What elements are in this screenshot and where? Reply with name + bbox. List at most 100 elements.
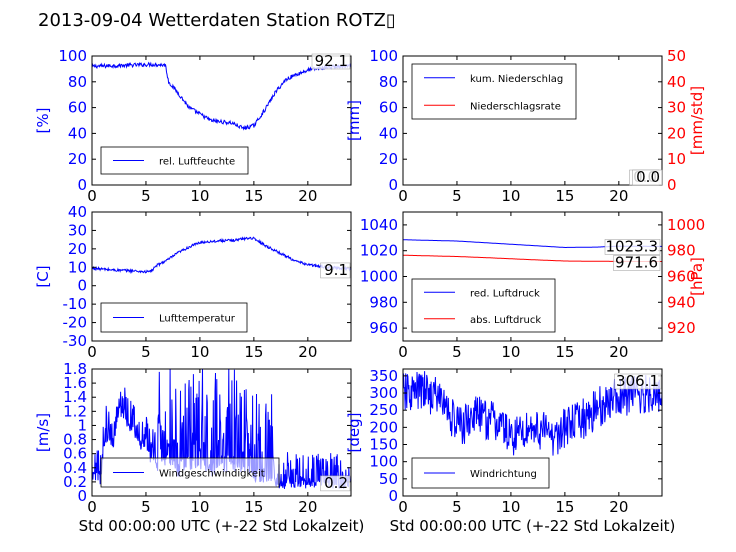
y-tick-label: 0 bbox=[77, 487, 87, 505]
y-tick-label: 0.4 bbox=[63, 459, 87, 477]
x-tick-label: 0 bbox=[398, 187, 408, 205]
plot-frame bbox=[91, 55, 352, 186]
y-tick-label: 1.2 bbox=[63, 402, 87, 420]
last-value-label-1: 1023.3 bbox=[606, 237, 659, 255]
last-value-label-1-box bbox=[604, 239, 661, 255]
y-axis-label: [m/s] bbox=[34, 413, 52, 452]
panel-top-left: 0 5 10 15 20 0 20 40 60 80 100 [%] 92.1 rel. Luftfeuc… bbox=[34, 47, 352, 205]
x-tick-label: 15 bbox=[244, 498, 263, 516]
y-tick-label: 20 bbox=[379, 150, 398, 168]
y-tick-label: 20 bbox=[68, 240, 87, 258]
x-tick-label: 20 bbox=[609, 498, 628, 516]
x-tick-label: 5 bbox=[141, 343, 151, 361]
y-tick-label: 1 bbox=[77, 416, 87, 434]
x-tick-label: 10 bbox=[190, 187, 209, 205]
y-tick-label: 0.2 bbox=[63, 473, 87, 491]
legend: kum. Niederschlag Niederschlagsrate bbox=[411, 63, 577, 120]
legend-label: Lufttemperatur bbox=[159, 314, 236, 325]
x-tick-label: 20 bbox=[609, 343, 628, 361]
y-right-tick-label: 920 bbox=[667, 319, 696, 337]
x-tick-label: 0 bbox=[87, 498, 97, 516]
y-tick-label: 100 bbox=[369, 47, 398, 65]
x-tick-label: 15 bbox=[555, 343, 574, 361]
y-right-tick-label: 20 bbox=[667, 124, 686, 142]
x-tick-label: 0 bbox=[398, 498, 408, 516]
y-right-tick-label: 30 bbox=[667, 99, 686, 117]
legend-label: Niederschlagsrate bbox=[470, 101, 561, 112]
y-tick-label: 40 bbox=[68, 203, 87, 221]
x-tick-label: 0 bbox=[87, 343, 97, 361]
x-tick-label: 5 bbox=[141, 187, 151, 205]
panel-top-right: 0 5 10 15 20 0 20 40 60 80 100 0 10 20 30 40 50 [mm] [mm/s… bbox=[345, 47, 706, 205]
y-tick-label: 10 bbox=[68, 258, 87, 276]
y-right-tick-label: 0 bbox=[667, 176, 677, 194]
y-tick-label: 200 bbox=[369, 418, 398, 436]
y-tick-label: 1.8 bbox=[63, 360, 87, 378]
y-tick-label: 40 bbox=[379, 124, 398, 142]
plot-frame bbox=[402, 368, 663, 497]
plot-frame bbox=[91, 211, 352, 342]
y-tick-label: -20 bbox=[63, 314, 88, 332]
last-value-label-2-box bbox=[632, 169, 663, 186]
last-value-label-2-box bbox=[613, 255, 661, 271]
y-tick-label: 30 bbox=[68, 221, 87, 239]
y-tick-label: 980 bbox=[369, 293, 398, 311]
legend-label: rel. Luftfeuchte bbox=[159, 157, 235, 168]
figure-title: 2013-09-04 Wetterdaten Station ROTZ▯ bbox=[38, 10, 396, 31]
y-tick-label: 1000 bbox=[360, 268, 398, 286]
x-tick-label: 15 bbox=[244, 187, 263, 205]
y-tick-label: 80 bbox=[68, 73, 87, 91]
legend-label: Windgeschwindigkeit bbox=[159, 469, 265, 480]
series-line-1 bbox=[92, 61, 351, 131]
series-line-1 bbox=[92, 236, 351, 274]
y-tick-label: 150 bbox=[369, 436, 398, 454]
last-value-label: 306.1 bbox=[616, 372, 659, 390]
y-axis-label-right: [hPa] bbox=[688, 257, 706, 296]
x-tick-label: 20 bbox=[609, 187, 628, 205]
y-tick-label: 250 bbox=[369, 401, 398, 419]
plot-frame bbox=[91, 368, 352, 497]
x-tick-label: 0 bbox=[87, 187, 97, 205]
legend-box bbox=[411, 63, 577, 120]
legend-label: red. Luftdruck bbox=[470, 288, 540, 299]
y-tick-label: 300 bbox=[369, 384, 398, 402]
legend: red. Luftdruck abs. Luftdruck bbox=[411, 278, 556, 333]
y-right-tick-label: 940 bbox=[667, 293, 696, 311]
y-tick-label: 60 bbox=[68, 99, 87, 117]
last-value-label-box bbox=[614, 373, 662, 390]
y-tick-label: 100 bbox=[58, 47, 87, 65]
legend: Windgeschwindigkeit bbox=[100, 457, 280, 488]
legend-box bbox=[411, 278, 556, 333]
y-right-tick-label: 10 bbox=[667, 150, 686, 168]
y-tick-label: 1020 bbox=[360, 242, 398, 260]
last-value-label-box bbox=[320, 475, 351, 492]
y-tick-label: -10 bbox=[63, 295, 88, 313]
y-right-tick-label: 980 bbox=[667, 242, 696, 260]
legend-label: abs. Luftdruck bbox=[470, 315, 541, 326]
y-tick-label: 0.8 bbox=[63, 431, 87, 449]
x-tick-label: 10 bbox=[190, 498, 209, 516]
y-tick-label: 1040 bbox=[360, 216, 398, 234]
x-tick-label: 20 bbox=[298, 187, 317, 205]
y-tick-label: 0.6 bbox=[63, 445, 87, 463]
x-tick-label: 10 bbox=[190, 343, 209, 361]
last-value-label: 0.2 bbox=[324, 474, 348, 492]
y-tick-label: 100 bbox=[369, 453, 398, 471]
last-value-label-2: 0.0 bbox=[636, 168, 660, 186]
y-tick-label: 1.6 bbox=[63, 374, 87, 392]
y-tick-label: 40 bbox=[68, 124, 87, 142]
x-axis-label: Std 00:00:00 UTC (+-22 Std Lokalzeit) bbox=[390, 517, 676, 535]
x-tick-label: 10 bbox=[501, 498, 520, 516]
y-tick-label: 350 bbox=[369, 367, 398, 385]
y-tick-label: -30 bbox=[63, 332, 88, 350]
y-right-tick-label: 1000 bbox=[667, 216, 705, 234]
y-tick-label: 20 bbox=[68, 150, 87, 168]
x-tick-label: 15 bbox=[555, 187, 574, 205]
y-tick-label: 0 bbox=[77, 176, 87, 194]
y-tick-label: 0 bbox=[77, 277, 87, 295]
x-tick-label: 5 bbox=[452, 343, 462, 361]
last-value-label: 92.1 bbox=[315, 52, 348, 70]
y-tick-label: 1.4 bbox=[63, 388, 87, 406]
